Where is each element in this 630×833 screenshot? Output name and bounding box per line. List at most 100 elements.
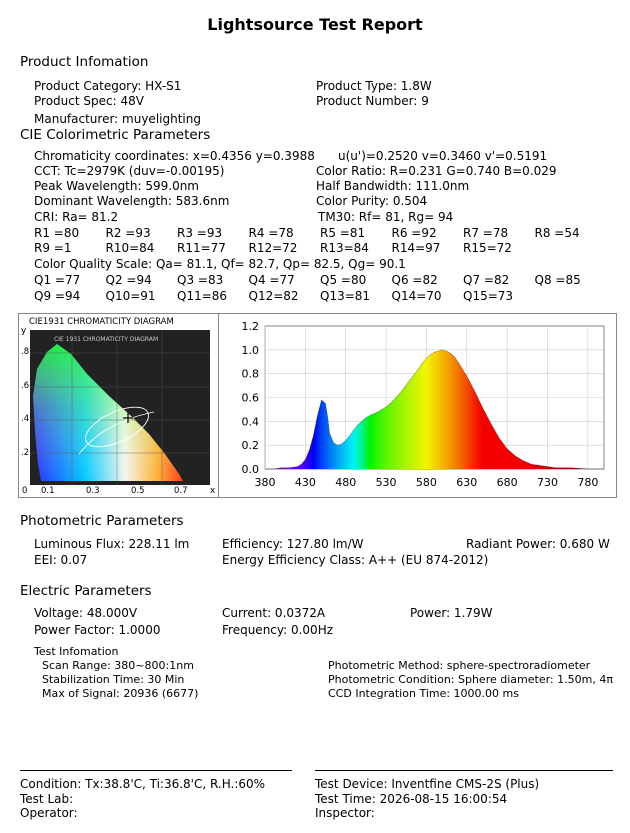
y-tick-label: 1.2 xyxy=(242,320,260,333)
test-time: Test Time: 2026-08-15 16:00:54 xyxy=(315,792,508,806)
manufacturer: Manufacturer: muyelighting xyxy=(34,112,201,126)
spectrum-area xyxy=(265,349,604,469)
cie-y-tick: .2 xyxy=(21,448,30,458)
radiant-power: Radiant Power: 0.680 W xyxy=(466,537,610,551)
y-tick-label: 0.8 xyxy=(242,368,260,381)
energy-class: Energy Efficiency Class: A++ (EU 874-201… xyxy=(222,553,489,567)
photometric-condition: Photometric Condition: Sphere diameter: … xyxy=(328,673,613,686)
cie-heading: CIE Colorimetric Parameters xyxy=(20,127,211,143)
stabilization-time: Stabilization Time: 30 Min xyxy=(42,673,185,686)
cqs: Color Quality Scale: Qa= 81.1, Qf= 82.7,… xyxy=(34,257,406,271)
spectrum-line xyxy=(265,349,604,470)
cqs-q-value: Q1 =77 xyxy=(34,273,81,287)
cie-diagram-panel: CIE1931 CHROMATICITY DIAGRAM xyxy=(18,313,219,498)
product-category: Product Category: HX-S1 xyxy=(34,79,182,93)
test-lab: Test Lab: xyxy=(20,792,74,806)
tm30: TM30: Rf= 81, Rg= 94 xyxy=(318,210,454,224)
efficiency: Efficiency: 127.80 lm/W xyxy=(222,537,364,551)
cie-x-tick: 0.7 xyxy=(174,486,188,496)
uv-coords: u(u')=0.2520 v=0.3460 v'=0.5191 xyxy=(338,149,548,163)
ccd-integration: CCD Integration Time: 1000.00 ms xyxy=(328,687,519,700)
x-tick-label: 730 xyxy=(537,476,558,489)
cri-r-value: R12=72 xyxy=(248,241,298,255)
cri-r-value: R5 =81 xyxy=(320,226,366,240)
cri-r-value: R9 =1 xyxy=(34,241,72,255)
cie-inner-title: CIE 1931 CHROMATICITY DIAGRAM xyxy=(54,336,158,343)
luminous-flux: Luminous Flux: 228.11 lm xyxy=(34,537,190,551)
y-tick-label: 0.6 xyxy=(242,392,260,405)
cri: CRI: Ra= 81.2 xyxy=(34,210,119,224)
cqs-q-value: Q9 =94 xyxy=(34,289,81,303)
cie-x-tick: 0 xyxy=(22,486,28,496)
report-title: Lightsource Test Report xyxy=(207,15,423,34)
cie-diagram: CIE 1931 CHROMATICITY DIAGRAM xyxy=(30,330,210,485)
y-tick-label: 0.2 xyxy=(242,439,260,452)
cqs-q-value: Q4 =77 xyxy=(248,273,295,287)
cri-r-value: R1 =80 xyxy=(34,226,80,240)
cri-r-value: R11=77 xyxy=(177,241,226,255)
cri-r-value: R4 =78 xyxy=(248,226,294,240)
current: Current: 0.0372A xyxy=(222,606,326,620)
x-tick-label: 680 xyxy=(497,476,518,489)
cie-x-tick: 0.5 xyxy=(131,486,145,496)
scan-range: Scan Range: 380~800:1nm xyxy=(42,659,194,672)
peak-wavelength: Peak Wavelength: 599.0nm xyxy=(34,179,199,193)
cri-r-value: R3 =93 xyxy=(177,226,223,240)
cqs-q-value: Q13=81 xyxy=(320,289,371,303)
electric-heading: Electric Parameters xyxy=(20,583,152,599)
cri-r-value: R13=84 xyxy=(320,241,369,255)
spectrum-chart: 0.0 0.2 0.4 0.6 0.8 1.0 1.2 380 430 480 530 580 630 6… xyxy=(242,320,605,489)
cqs-q-value: Q15=73 xyxy=(463,289,514,303)
x-tick-label: 780 xyxy=(577,476,598,489)
product-heading: Product Infomation xyxy=(20,54,149,70)
y-tick-label: 0.4 xyxy=(242,415,260,428)
cqs-q-value: Q12=82 xyxy=(248,289,299,303)
chromaticity-point xyxy=(123,413,133,423)
cqs-q-value: Q3 =83 xyxy=(177,273,224,287)
cie-y-tick: .6 xyxy=(21,381,30,391)
test-condition: Condition: Tx:38.8'C, Ti:36.8'C, R.H.:60… xyxy=(20,777,266,791)
x-tick-label: 380 xyxy=(255,476,276,489)
frequency: Frequency: 0.00Hz xyxy=(222,623,334,637)
y-tick-label: 0.0 xyxy=(242,463,260,476)
footer-rule-left xyxy=(20,770,292,771)
power: Power: 1.79W xyxy=(410,606,493,620)
cie-y-tick: .4 xyxy=(21,414,30,424)
x-tick-label: 430 xyxy=(295,476,316,489)
voltage: Voltage: 48.000V xyxy=(34,606,138,620)
cie-y-tick: .8 xyxy=(21,347,30,357)
half-bandwidth: Half Bandwidth: 111.0nm xyxy=(316,179,470,193)
x-tick-label: 530 xyxy=(376,476,397,489)
photometric-heading: Photometric Parameters xyxy=(20,513,184,529)
cqs-q-value: Q8 =85 xyxy=(534,273,581,287)
cri-r-value: R14=97 xyxy=(391,241,441,255)
cie-x-label: x xyxy=(210,486,216,496)
eei: EEI: 0.07 xyxy=(34,553,88,567)
product-number: Product Number: 9 xyxy=(316,94,429,108)
power-factor: Power Factor: 1.0000 xyxy=(34,623,161,637)
cct: CCT: Tc=2979K (duv=-0.00195) xyxy=(34,164,225,178)
cqs-q-value: Q7 =82 xyxy=(463,273,510,287)
inspector: Inspector: xyxy=(315,806,375,820)
color-purity: Color Purity: 0.504 xyxy=(316,194,428,208)
test-device: Test Device: Inventfine CMS-2S (Plus) xyxy=(315,777,540,791)
cri-r-value: R7 =78 xyxy=(463,226,509,240)
x-tick-label: 580 xyxy=(416,476,437,489)
x-tick-label: 630 xyxy=(456,476,477,489)
max-signal: Max of Signal: 20936 (6677) xyxy=(42,687,199,700)
operator: Operator: xyxy=(20,806,78,820)
product-type: Product Type: 1.8W xyxy=(316,79,432,93)
cqs-q-value: Q5 =80 xyxy=(320,273,367,287)
cie-x-tick: 0.3 xyxy=(86,486,100,496)
cri-r-value: R2 =93 xyxy=(105,226,151,240)
cqs-q-value: Q11=86 xyxy=(177,289,228,303)
color-ratio: Color Ratio: R=0.231 G=0.740 B=0.029 xyxy=(316,164,557,178)
cqs-q-value: Q2 =94 xyxy=(105,273,152,287)
cqs-q-value: Q6 =82 xyxy=(391,273,438,287)
cri-r-value: R8 =54 xyxy=(534,226,580,240)
cri-r-value: R10=84 xyxy=(105,241,155,255)
cie-y-label: y xyxy=(21,326,27,336)
cie-x-tick: 0.1 xyxy=(41,486,55,496)
y-tick-label: 1.0 xyxy=(242,344,260,357)
chromaticity-coords: Chromaticity coordinates: x=0.4356 y=0.3… xyxy=(34,149,315,163)
